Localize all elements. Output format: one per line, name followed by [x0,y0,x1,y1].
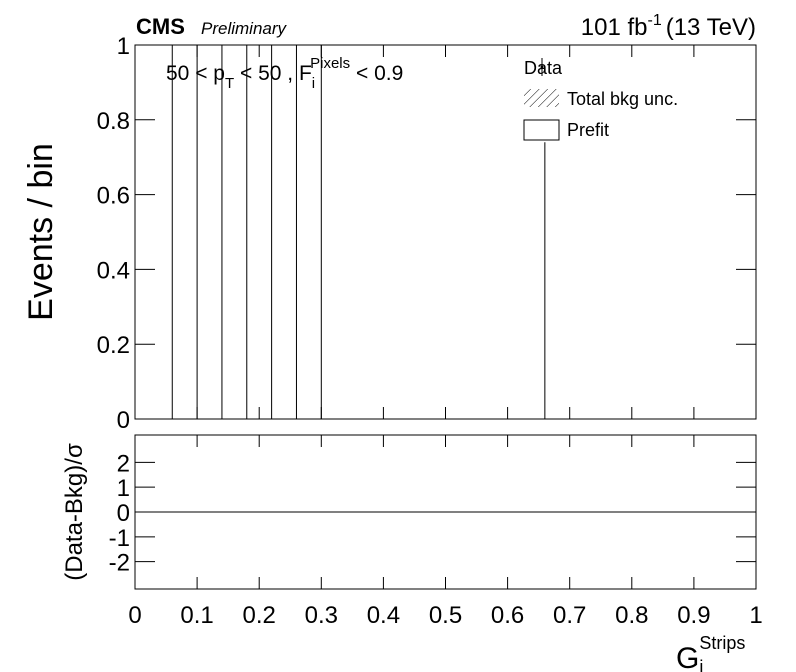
x-tick-label: 0 [128,602,141,629]
y-axis-label: Events / bin [22,143,60,321]
ratio-y-tick-label: 0 [117,500,130,527]
x-tick-label: 0.1 [180,602,213,629]
x-label-base: G [676,642,699,672]
annotation-b-sup: Pixels [310,55,350,72]
x-tick-label: 0.6 [491,602,524,629]
x-axis-label: Gi Strips [676,633,745,672]
legend-swatch [524,89,559,107]
x-tick-label: 0.3 [305,602,338,629]
ratio-y-axis-label: (Data-Bkg)/σ [61,443,88,581]
x-label-sub: i [699,657,703,672]
legend-swatch [523,119,560,141]
legend-label: Total bkg unc. [567,89,678,109]
y-tick-label: 1 [117,33,130,60]
ratio-y-tick-label: 1 [117,475,130,502]
lumi-energy: (13 TeV) [666,14,756,41]
ratio-y-tick-label: 2 [117,450,130,477]
status: Preliminary [201,19,288,38]
legend-label: Data [524,58,563,78]
lumi: 101 fb-1 (13 TeV) [581,12,756,41]
ratio-y-tick-label: -1 [109,525,130,552]
x-tick-label: 0.7 [553,602,586,629]
annotation-b-sub: i [312,75,315,92]
experiment: CMS [136,14,185,39]
x-tick-label: 0.2 [243,602,276,629]
legend-label: Prefit [567,120,609,140]
y-tick-label: 0.6 [97,183,130,210]
annotation-a: 50 < p [166,62,225,85]
y-tick-label: 0.2 [97,332,130,359]
lumi-sup: -1 [647,12,661,29]
ratio-y-tick-label: -2 [109,550,130,577]
x-label-sup: Strips [699,633,745,653]
y-tick-label: 0.8 [97,108,130,135]
lumi-text: 101 fb [581,14,648,41]
x-tick-label: 1 [749,602,762,629]
legend-marker [540,65,544,69]
x-tick-label: 0.8 [615,602,648,629]
x-tick-label: 0.9 [677,602,710,629]
annotation-c: < 0.9 [350,62,403,85]
y-tick-label: 0.4 [97,257,130,284]
y-tick-label: 0 [117,407,130,434]
annotation: 50 < pT < 50 , Fi Pixels < 0.9 [166,55,403,92]
x-tick-label: 0.4 [367,602,400,629]
annotation-a-sub: T [225,75,234,92]
x-tick-label: 0.5 [429,602,462,629]
annotation-b: < 50 , F [234,62,312,85]
